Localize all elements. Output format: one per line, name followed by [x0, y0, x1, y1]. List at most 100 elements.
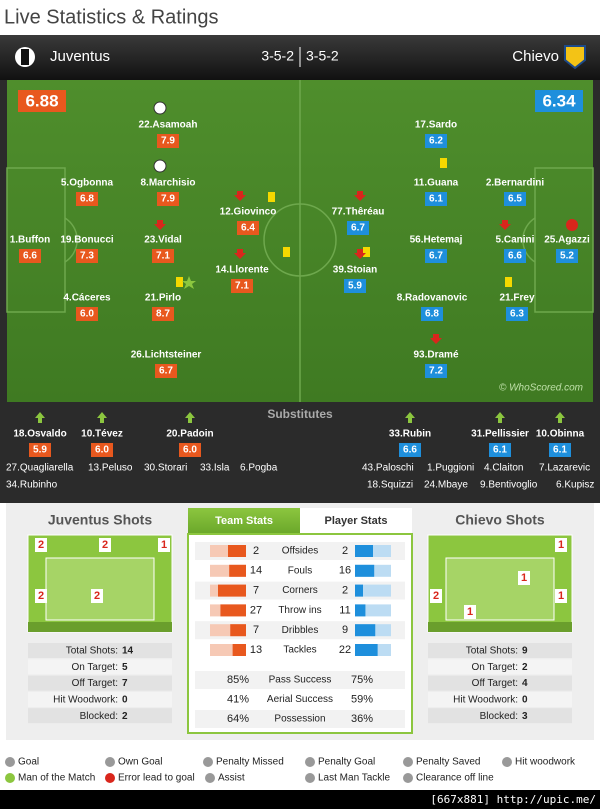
stat-home-value: 2: [253, 545, 259, 557]
player-rating: 6.7: [351, 223, 365, 234]
home-team: Juventus: [50, 48, 110, 65]
legend-icon: [5, 773, 15, 783]
player-rating-box: [155, 364, 177, 378]
home-logo-stripe: [21, 49, 29, 65]
unused-sub: 30.Storari: [144, 463, 187, 474]
shot-stat-value: 4: [522, 678, 528, 689]
player-rating-box: [421, 307, 443, 321]
zone-box: [555, 538, 567, 552]
legend-icon: [403, 757, 413, 767]
shot-map-base: [28, 622, 172, 632]
unused-sub: 18.Squizzi: [367, 480, 413, 491]
yellow-card: [505, 277, 512, 287]
player-rating: 7.9: [161, 194, 175, 205]
player-name: 93.Dramé: [413, 350, 458, 361]
stat-row: [195, 581, 405, 600]
player-rating: 6.1: [493, 445, 507, 456]
sub-on-arrow: [35, 412, 45, 423]
legend-icon: [205, 773, 215, 783]
player-rating-box: [157, 134, 179, 148]
player-rating: 8.7: [156, 309, 170, 320]
stat-away-value: 9: [342, 624, 348, 636]
stat-home-value: 27: [250, 604, 262, 616]
pitch: 6.88 6.34 © WhoScored.com: [6, 80, 594, 402]
shot-box: [445, 557, 555, 621]
player-name: 10.Tévez: [81, 429, 123, 440]
legend-icon: [305, 757, 315, 767]
player-name: 20.Padoin: [166, 429, 213, 440]
pct-row: [195, 710, 405, 728]
shot-stat-value: 2: [522, 662, 528, 673]
sub-on-arrow: [555, 412, 565, 423]
player-rating: 6.7: [159, 366, 173, 377]
player-rating: 6.1: [429, 194, 443, 205]
zone-count: 1: [467, 606, 473, 618]
sub-off-arrow: [154, 220, 166, 230]
stat-away-value: 2: [342, 545, 348, 557]
zone-box: [35, 589, 47, 603]
player-rating: 5.2: [560, 251, 574, 262]
player-stats-tab[interactable]: [300, 508, 412, 534]
legend-icon: [203, 757, 213, 767]
home-rating: 6.88: [25, 91, 58, 110]
pct-away: 36%: [351, 713, 373, 725]
pct-home: 41%: [227, 693, 249, 705]
pct-label: Pass Success: [269, 675, 332, 686]
unused-sub: 13.Peluso: [88, 463, 133, 474]
stat-label: Dribbles: [282, 625, 319, 636]
legend-icon: [105, 773, 115, 783]
zone-count: 1: [558, 590, 564, 602]
legend-label: Clearance off line: [416, 773, 494, 784]
zone-count: 1: [558, 539, 564, 551]
away-bar: [355, 624, 376, 637]
shot-stat-value: 5: [122, 662, 128, 673]
player-rating-box: [556, 249, 578, 263]
stat-home-value: 7: [253, 624, 259, 636]
player-rating: 6.8: [80, 194, 94, 205]
unused-sub: 43.Paloschi: [362, 463, 414, 474]
player-rating: 7.2: [429, 366, 443, 377]
shot-stat-row: [28, 691, 172, 707]
sub-off-arrow: [499, 220, 511, 230]
team-stats-tab[interactable]: [188, 508, 300, 534]
footer-bar: [0, 790, 600, 809]
player-name: 77.Thêréau: [332, 207, 385, 218]
stat-away-value: 11: [339, 604, 350, 616]
player-rating-box: [91, 443, 113, 457]
away-bar: [355, 545, 373, 557]
shot-stat-label: Off Target:: [472, 678, 518, 689]
player-rating: 6.4: [241, 223, 255, 234]
player-name: 33.Rubin: [389, 429, 431, 440]
unused-sub: 7.Lazarevic: [539, 463, 590, 474]
home-bar: [229, 564, 246, 577]
player-rating-box: [504, 192, 526, 206]
player-rating: 6.3: [510, 309, 524, 320]
zone-box: [464, 605, 476, 619]
legend-label: Assist: [218, 773, 245, 784]
legend-icon: [403, 773, 413, 783]
home-shots-title: Juventus Shots: [48, 512, 152, 528]
sub-on-arrow: [405, 412, 415, 423]
shot-stat-value: 0: [522, 695, 528, 706]
player-rating-box: [425, 134, 447, 148]
player-rating-box: [152, 307, 174, 321]
away-shots-title: Chievo Shots: [455, 512, 545, 528]
player-rating: 6.6: [508, 251, 522, 262]
tab-label[interactable]: Team Stats: [215, 515, 273, 527]
tab-label[interactable]: Player Stats: [325, 515, 388, 527]
player-name: 21.Frey: [499, 293, 534, 304]
sub-off-arrow: [354, 249, 366, 259]
player-rating: 6.7: [429, 251, 443, 262]
player-name: 26.Lichtsteiner: [131, 350, 202, 361]
player-name: 14.Llorente: [215, 265, 269, 276]
player-rating-box: [76, 307, 98, 321]
yellow-card: [440, 158, 447, 168]
player-rating: 6.0: [95, 445, 109, 456]
shot-stat-label: Hit Woodwork:: [53, 695, 118, 706]
unused-sub: 34.Rubinho: [6, 480, 58, 491]
away-arc: [522, 217, 536, 263]
stat-home-value: 13: [250, 644, 262, 656]
unused-sub: 1.Puggioni: [427, 463, 474, 474]
player-rating: 6.1: [553, 445, 567, 456]
yellow-card: [283, 247, 290, 257]
